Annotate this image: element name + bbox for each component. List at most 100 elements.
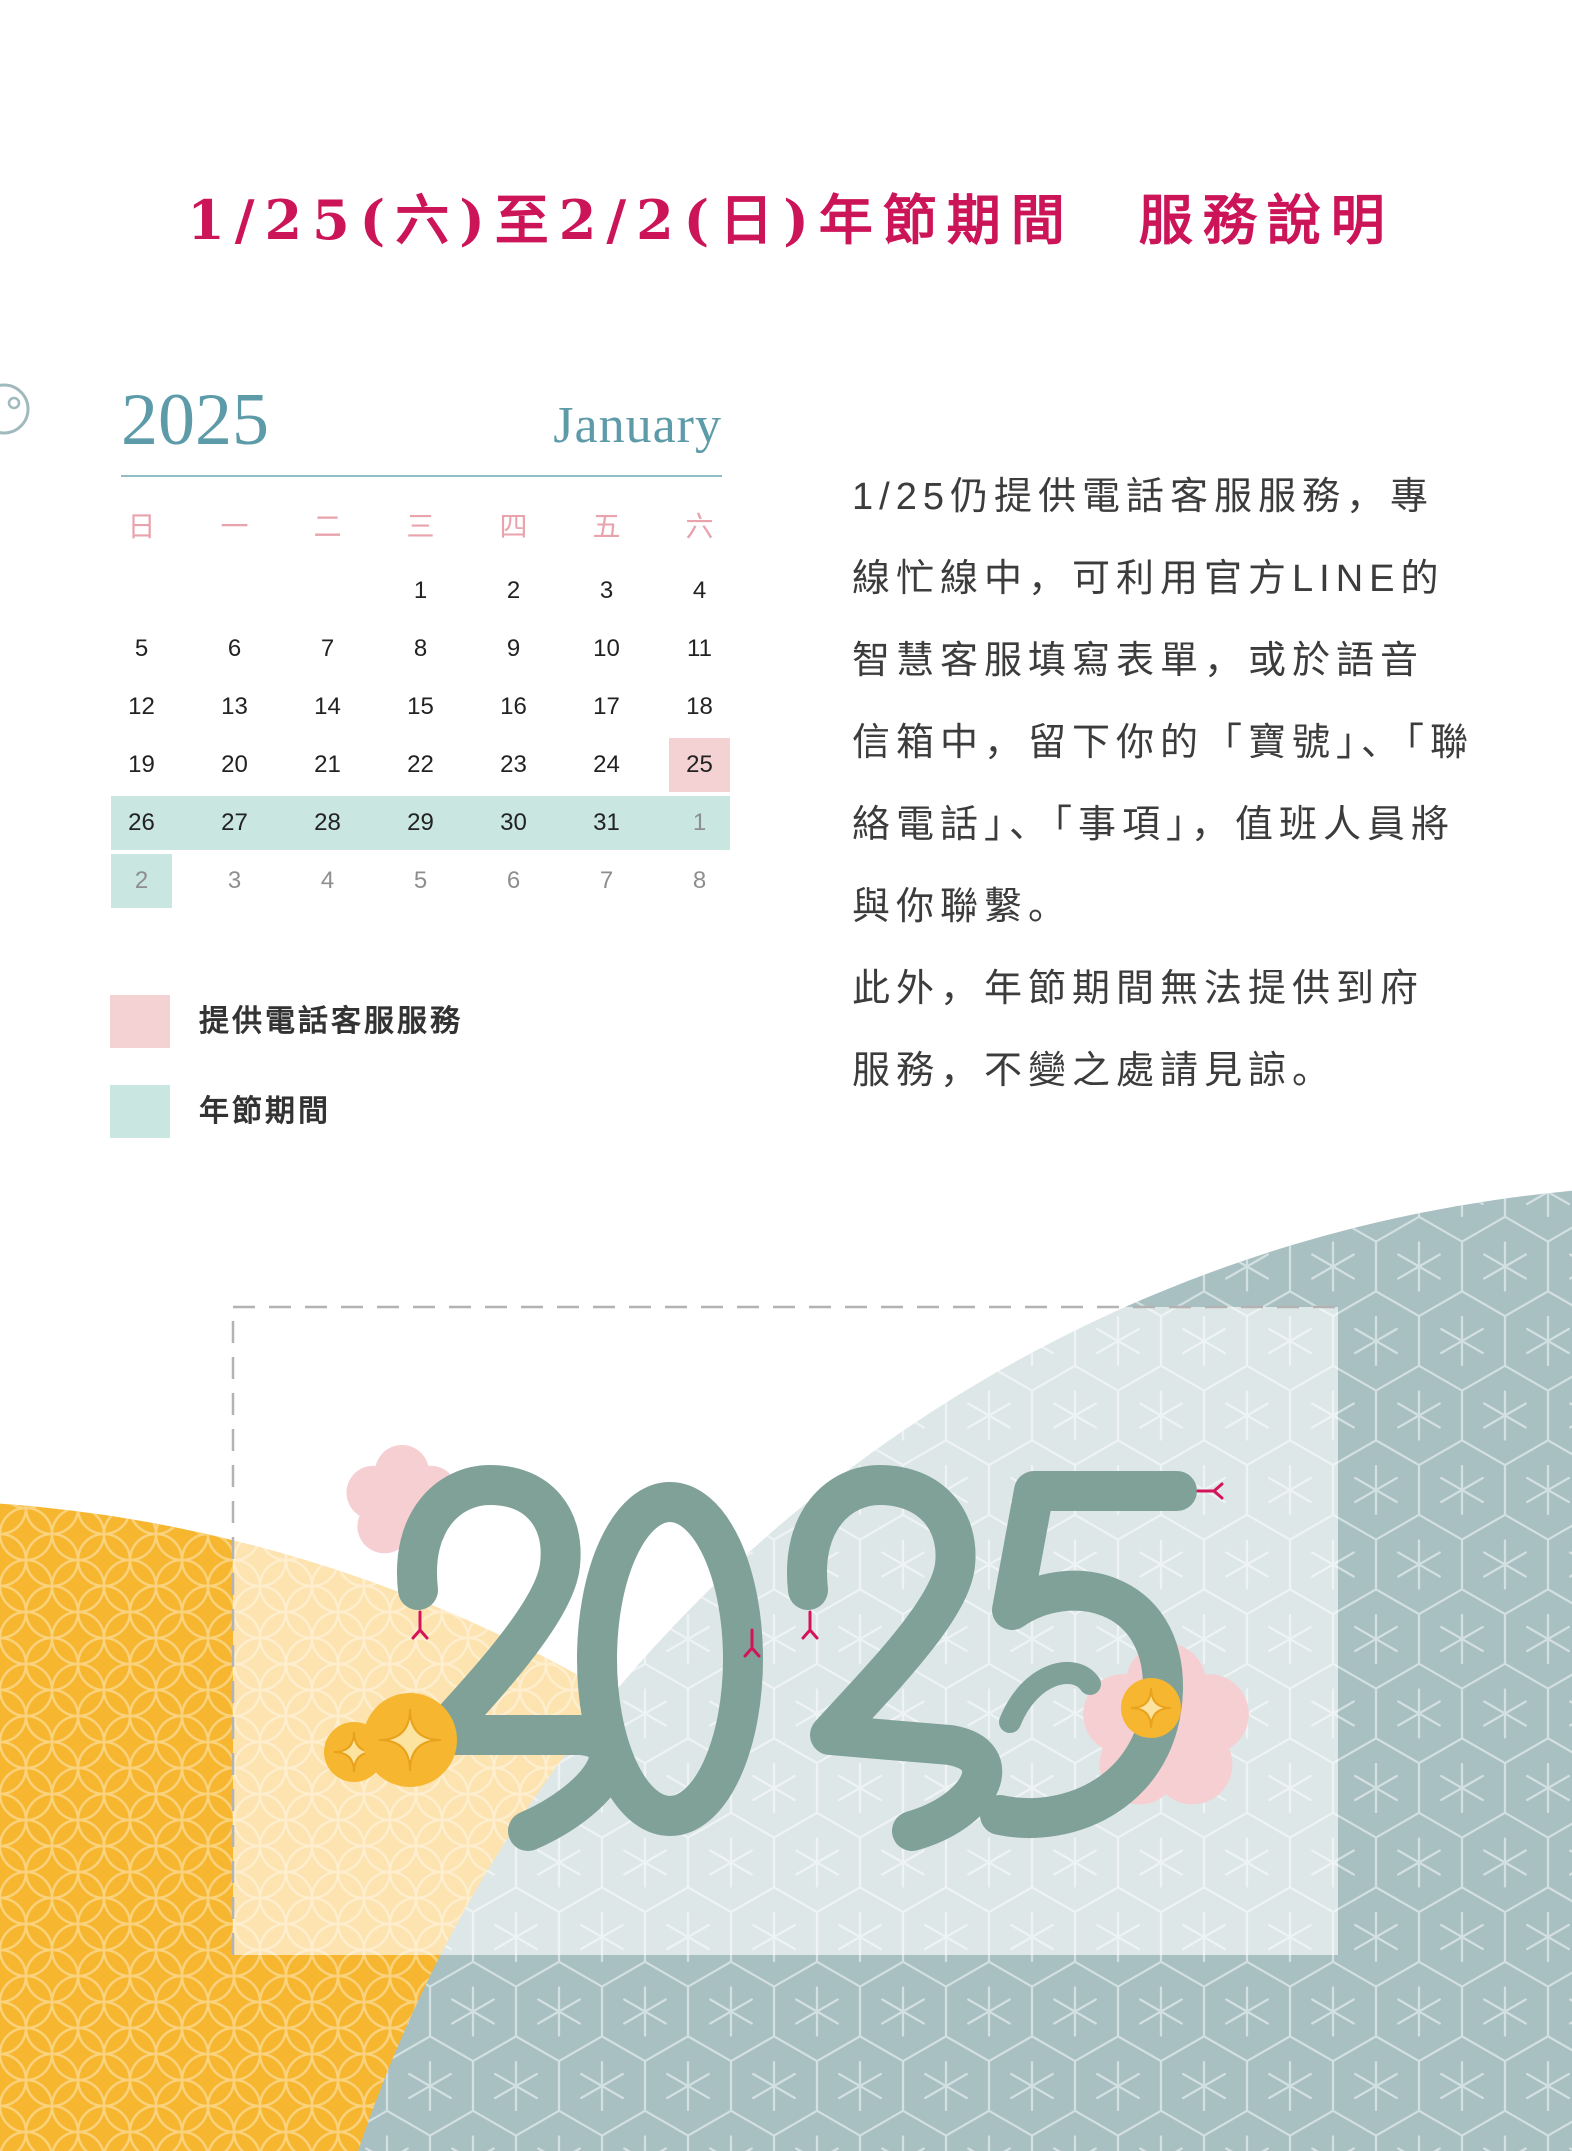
calendar-day: 20 <box>188 736 281 794</box>
page-title: 1/25(六)至2/2(日)年節期間 服務說明 <box>187 188 1395 252</box>
calendar-day-number: 6 <box>506 867 521 894</box>
calendar-day: 30 <box>467 794 560 852</box>
weekday-sun: 日 <box>127 510 156 543</box>
calendar-day: 8 <box>374 620 467 678</box>
calendar-day: 11 <box>653 620 746 678</box>
calendar-day: 19 <box>95 736 188 794</box>
legend-label-service: 提供電話客服服務 <box>199 1004 463 1039</box>
service-notice: 1/25仍提供電話客服服務，專 線忙線中，可利用官方LINE的 智慧客服填寫表單… <box>852 456 1552 1112</box>
calendar-day-number: 23 <box>500 751 527 778</box>
notice-line: 線忙線中，可利用官方LINE的 <box>852 558 1445 600</box>
calendar-day: 21 <box>281 736 374 794</box>
calendar-day-number: 7 <box>599 867 614 894</box>
calendar-day: 23 <box>467 736 560 794</box>
service-highlight <box>669 738 730 792</box>
calendar-day: 25 <box>653 736 746 794</box>
snake-tongue-icon <box>411 1482 1224 1658</box>
calendar-day-number: 2 <box>134 867 149 894</box>
weekday-thu: 四 <box>499 510 528 543</box>
calendar-day: 14 <box>281 678 374 736</box>
holiday-highlight <box>281 796 374 850</box>
calendar-day-number: 9 <box>506 635 521 662</box>
calendar-day-number: 2 <box>506 577 521 604</box>
snake-digit-0 <box>577 1482 763 1836</box>
weekday-wed: 三 <box>406 510 435 543</box>
snake-digit-2-second <box>786 1465 1003 1851</box>
calendar-day: 8 <box>653 852 746 910</box>
calendar-day: 27 <box>188 794 281 852</box>
calendar-day-number: 27 <box>221 809 248 836</box>
calendar-day <box>281 562 374 620</box>
calendar-day-number: 21 <box>314 751 341 778</box>
notice-line: 絡電話」、「事項」，值班人員將 <box>852 804 1456 846</box>
calendar-day-number: 17 <box>593 693 620 720</box>
calendar-day: 7 <box>281 620 374 678</box>
calendar-day: 22 <box>374 736 467 794</box>
calendar-day: 12 <box>95 678 188 736</box>
calendar-day-number: 1 <box>692 809 707 836</box>
calendar-day: 3 <box>560 562 653 620</box>
holiday-highlight <box>188 796 281 850</box>
calendar-day: 3 <box>188 852 281 910</box>
calendar-day-number: 6 <box>227 635 242 662</box>
calendar-day-number: 3 <box>599 577 614 604</box>
calendar-day-number: 26 <box>128 809 155 836</box>
calendar-day: 9 <box>467 620 560 678</box>
calendar-day: 17 <box>560 678 653 736</box>
holiday-highlight <box>560 796 653 850</box>
calendar-day: 5 <box>374 852 467 910</box>
calendar-day-number: 7 <box>320 635 335 662</box>
holiday-highlight <box>653 796 730 850</box>
calendar-day: 1 <box>653 794 746 852</box>
calendar-day: 6 <box>188 620 281 678</box>
calendar-day-number <box>95 562 188 620</box>
weekday-tue: 二 <box>313 510 342 543</box>
notice-line: 服務，不變之處請見諒。 <box>852 1050 1337 1092</box>
calendar-day-number <box>281 562 374 620</box>
holiday-highlight <box>111 796 188 850</box>
legend-label-holiday: 年節期間 <box>199 1094 331 1129</box>
calendar-day-number: 11 <box>687 635 712 662</box>
calendar-day: 24 <box>560 736 653 794</box>
calendar-day: 31 <box>560 794 653 852</box>
legend-swatch-service <box>110 995 170 1048</box>
calendar-day: 15 <box>374 678 467 736</box>
calendar-day: 4 <box>653 562 746 620</box>
calendar-day: 6 <box>467 852 560 910</box>
notice-line: 智慧客服填寫表單，或於語音 <box>852 640 1425 682</box>
snake-digit-5-tail <box>999 1662 1101 1733</box>
dashed-frame-border <box>231 1305 1338 1955</box>
calendar-day: 5 <box>95 620 188 678</box>
calendar-day-number: 8 <box>692 867 707 894</box>
calendar-day-number: 30 <box>500 809 527 836</box>
calendar-day-number: 15 <box>407 693 434 720</box>
notice-line: 與你聯繫。 <box>852 886 1073 928</box>
calendar-day: 2 <box>95 852 188 910</box>
calendar-day-number: 5 <box>134 635 149 662</box>
weekday-mon: 一 <box>220 510 249 543</box>
holiday-highlight <box>111 854 172 908</box>
calendar-day: 1 <box>374 562 467 620</box>
calendar-day: 7 <box>560 852 653 910</box>
calendar-day-number: 5 <box>413 867 428 894</box>
gold-coin-icon <box>363 1693 457 1787</box>
calendar-day-number: 3 <box>227 867 242 894</box>
gold-coin-icon <box>1121 1678 1181 1738</box>
calendar-day-number: 24 <box>593 751 620 778</box>
calendar-day-number: 14 <box>314 693 341 720</box>
calendar-day-number: 8 <box>413 635 428 662</box>
calendar-day-number: 28 <box>314 809 341 836</box>
calendar-day: 18 <box>653 678 746 736</box>
calendar-day: 26 <box>95 794 188 852</box>
decorative-ring-dot <box>7 396 21 410</box>
calendar-day-number: 22 <box>407 751 434 778</box>
decorative-ring-icon <box>0 383 30 435</box>
calendar-year: 2025 <box>121 379 269 461</box>
notice-line: 此外，年節期間無法提供到府 <box>852 968 1425 1010</box>
calendar-day-number: 13 <box>221 693 248 720</box>
calendar-day-number: 31 <box>593 809 620 836</box>
calendar-day <box>95 562 188 620</box>
calendar-day: 13 <box>188 678 281 736</box>
calendar-day: 10 <box>560 620 653 678</box>
calendar-day: 4 <box>281 852 374 910</box>
